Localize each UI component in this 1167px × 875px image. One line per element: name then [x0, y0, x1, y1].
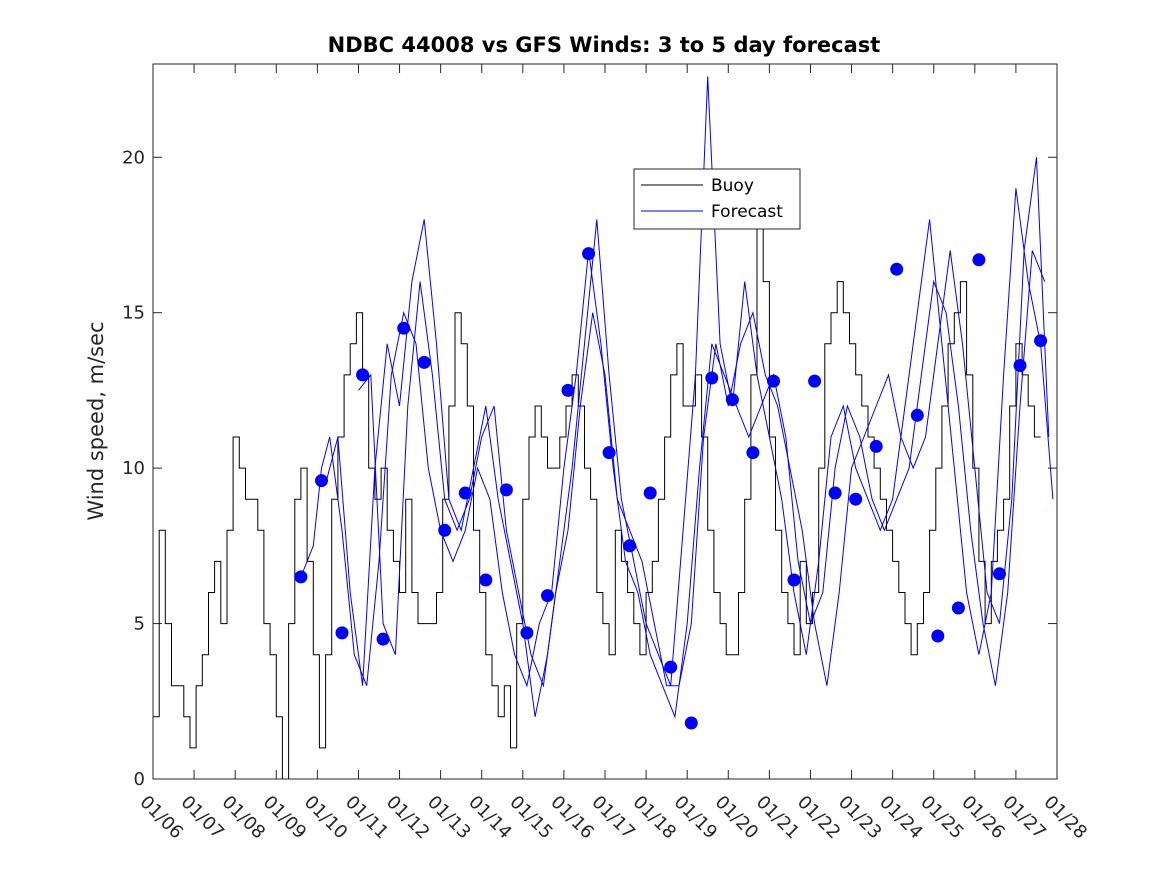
forecast-marker — [417, 355, 431, 369]
forecast-run-line — [300, 250, 1046, 719]
forecast-marker — [356, 368, 370, 382]
forecast-marker — [972, 253, 986, 267]
forecast-marker — [520, 626, 534, 640]
forecast-run-line — [325, 76, 1054, 717]
forecast-marker — [376, 632, 390, 646]
y-tick-label: 20 — [122, 147, 145, 168]
plot-area — [153, 76, 1054, 780]
forecast-marker — [910, 408, 924, 422]
forecast-marker — [808, 374, 822, 388]
legend-buoy-label: Buoy — [711, 176, 754, 196]
forecast-marker — [458, 486, 472, 500]
forecast-marker — [1034, 334, 1048, 348]
forecast-marker — [828, 486, 842, 500]
forecast-marker — [479, 573, 493, 587]
chart-title: NDBC 44008 vs GFS Winds: 3 to 5 day fore… — [328, 33, 881, 57]
y-tick-labels: 0 5 10 15 20 — [122, 147, 145, 790]
forecast-marker — [869, 439, 883, 453]
y-tick-label: 15 — [122, 303, 145, 324]
legend-forecast-label: Forecast — [711, 202, 783, 222]
y-tick-label: 10 — [122, 458, 145, 479]
legend: Buoy Forecast — [633, 168, 801, 230]
axes-box — [152, 63, 1058, 780]
y-tick-label: 0 — [134, 769, 145, 790]
forecast-run-line — [358, 157, 1050, 688]
forecast-marker — [643, 486, 657, 500]
forecast-marker — [890, 262, 904, 276]
forecast-marker — [849, 492, 863, 506]
forecast-marker — [705, 371, 719, 385]
buoy-series-line — [153, 187, 1041, 780]
forecast-marker — [993, 567, 1006, 581]
forecast-marker — [623, 539, 637, 553]
legend-box — [633, 168, 801, 230]
forecast-marker — [787, 573, 801, 587]
forecast-marker — [664, 660, 678, 674]
forecast-marker — [746, 446, 760, 460]
forecast-marker — [335, 626, 349, 640]
y-tick-label: 5 — [134, 614, 145, 635]
forecast-marker — [397, 321, 411, 335]
forecast-marker — [684, 716, 698, 730]
y-axis-label: Wind speed, m/sec — [84, 321, 108, 520]
forecast-marker — [767, 374, 780, 388]
forecast-marker — [438, 523, 452, 537]
forecast-marker — [561, 383, 575, 397]
forecast-marker — [931, 629, 945, 643]
forecast-marker — [1013, 359, 1027, 372]
forecast-marker — [725, 393, 739, 407]
forecast-marker — [499, 483, 513, 497]
forecast-marker — [315, 474, 328, 488]
forecast-marker — [541, 589, 554, 603]
forecast-marker — [951, 601, 965, 615]
forecast-marker — [582, 247, 596, 261]
forecast-marker — [602, 446, 616, 460]
forecast-marker — [294, 570, 308, 584]
